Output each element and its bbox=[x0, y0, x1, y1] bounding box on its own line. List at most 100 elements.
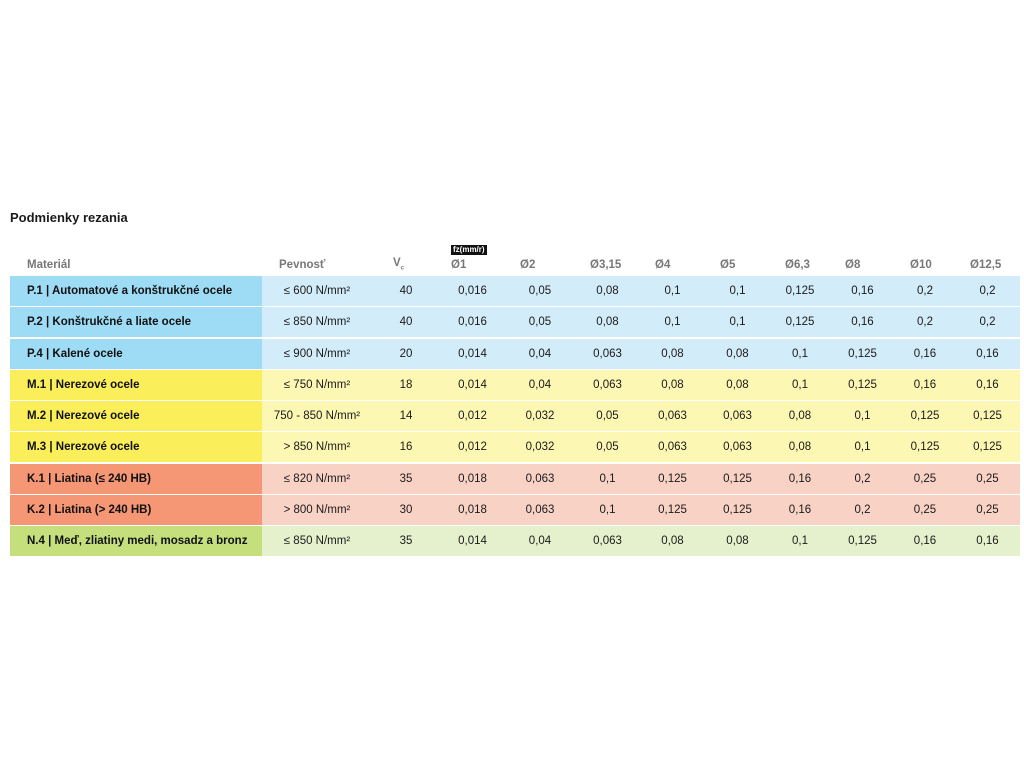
feed-value-cell: 0,16 bbox=[788, 504, 812, 517]
diameter-label: Ø2 bbox=[520, 259, 536, 271]
feed-value-cell: 0,125 bbox=[973, 441, 1002, 454]
feed-value-cell: 0,125 bbox=[973, 410, 1002, 423]
feed-value-cell: 0,2 bbox=[854, 504, 871, 517]
strength-cell: ≤ 900 N/mm² bbox=[283, 347, 351, 360]
feed-value-cell: 0,16 bbox=[851, 285, 874, 297]
feed-value-cell: 0,25 bbox=[976, 504, 999, 517]
table-row: M.1 | Nerezové ocele ≤ 750 N/mm² 18 0,014 0,… bbox=[10, 369, 1020, 400]
feed-value-cell: 0,16 bbox=[976, 347, 999, 360]
table-row: P.4 | Kalené ocele ≤ 900 N/mm² 20 0,014 0,04… bbox=[10, 338, 1020, 369]
vc-cell: 35 bbox=[399, 535, 413, 548]
vc-cell: 40 bbox=[399, 285, 413, 297]
header-diameter: Ø2 bbox=[505, 259, 575, 271]
feed-value-cell: 0,2 bbox=[917, 285, 933, 297]
feed-value-cell: 0,125 bbox=[848, 535, 877, 548]
feed-value-cell: 0,018 bbox=[458, 472, 487, 485]
table-row: P.1 | Automatové a konštrukčné ocele ≤ 60… bbox=[10, 276, 1020, 306]
material-cell: N.4 | Meď, zliatiny medi, mosadz a bronz bbox=[10, 526, 262, 557]
table-row: P.2 | Konštrukčné a liate ocele ≤ 850 N/m… bbox=[10, 307, 1020, 338]
diameter-label: Ø5 bbox=[720, 259, 736, 271]
diameter-label: Ø12,5 bbox=[970, 259, 1002, 271]
feed-value-cell: 0,05 bbox=[596, 441, 619, 454]
feed-value-cell: 0,063 bbox=[658, 410, 687, 423]
feed-value-cell: 0,04 bbox=[528, 535, 552, 548]
feed-value-cell: 0,125 bbox=[658, 472, 687, 485]
vc-cell: 40 bbox=[399, 316, 413, 329]
feed-value-cell: 0,063 bbox=[593, 535, 622, 548]
feed-value-cell: 0,05 bbox=[528, 316, 552, 329]
diameter-label: Ø10 bbox=[910, 259, 932, 271]
feed-value-cell: 0,25 bbox=[913, 504, 937, 517]
cutting-conditions-table: Materiál Pevnosť Vc fz(mm/r) Ø1 Ø2 Ø3,15 Ø4 Ø… bbox=[10, 244, 1020, 558]
feed-value-cell: 0,063 bbox=[525, 472, 555, 485]
feed-value-cell: 0,08 bbox=[596, 316, 619, 329]
strength-cell: ≤ 850 N/mm² bbox=[283, 316, 351, 329]
material-cell: M.3 | Nerezové ocele bbox=[10, 432, 262, 463]
feed-value-cell: 0,063 bbox=[723, 410, 752, 423]
diameter-label: Ø8 bbox=[845, 259, 861, 271]
feed-value-cell: 0,08 bbox=[726, 535, 749, 548]
feed-value-cell: 0,125 bbox=[848, 347, 877, 360]
feed-value-cell: 0,1 bbox=[664, 285, 681, 297]
material-cell: M.1 | Nerezové ocele bbox=[10, 369, 262, 400]
feed-value-cell: 0,2 bbox=[854, 472, 871, 485]
feed-value-cell: 0,016 bbox=[458, 285, 487, 297]
material-cell: M.2 | Nerezové ocele bbox=[10, 401, 262, 432]
feed-value-cell: 0,125 bbox=[723, 472, 752, 485]
material-cell: P.4 | Kalené ocele bbox=[10, 338, 262, 369]
table-header: Materiál Pevnosť Vc fz(mm/r) Ø1 Ø2 Ø3,15 Ø4 Ø… bbox=[10, 244, 1020, 275]
feed-value-cell: 0,018 bbox=[458, 504, 487, 517]
strength-cell: 750 - 850 N/mm² bbox=[273, 410, 361, 423]
feed-value-cell: 0,1 bbox=[599, 472, 616, 485]
feed-value-cell: 0,1 bbox=[792, 535, 808, 548]
header-vc: Vc bbox=[372, 257, 440, 271]
feed-value-cell: 0,04 bbox=[528, 347, 552, 360]
feed-value-cell: 0,16 bbox=[913, 378, 937, 391]
vc-cell: 16 bbox=[399, 441, 413, 454]
feed-value-cell: 0,08 bbox=[788, 410, 812, 423]
feed-value-cell: 0,2 bbox=[917, 316, 933, 329]
material-cell: P.1 | Automatové a konštrukčné ocele bbox=[10, 276, 262, 306]
feed-value-cell: 0,16 bbox=[976, 378, 999, 391]
header-diameter: Ø10 bbox=[895, 259, 955, 271]
feed-value-cell: 0,1 bbox=[792, 378, 808, 391]
feed-value-cell: 0,08 bbox=[661, 535, 684, 548]
feed-value-cell: 0,04 bbox=[528, 378, 552, 391]
header-strength: Pevnosť bbox=[279, 259, 326, 271]
feed-value-cell: 0,05 bbox=[528, 285, 552, 297]
feed-value-cell: 0,125 bbox=[910, 441, 940, 454]
strength-cell: > 800 N/mm² bbox=[283, 504, 351, 517]
feed-value-cell: 0,16 bbox=[913, 535, 937, 548]
feed-value-cell: 0,063 bbox=[525, 504, 555, 517]
feed-unit-badge: fz(mm/r) bbox=[451, 245, 487, 255]
feed-value-cell: 0,125 bbox=[785, 316, 815, 329]
feed-value-cell: 0,16 bbox=[851, 316, 874, 329]
diameter-label: Ø3,15 bbox=[590, 259, 622, 271]
material-cell: P.2 | Konštrukčné a liate ocele bbox=[10, 307, 262, 338]
strength-cell: > 850 N/mm² bbox=[283, 441, 351, 454]
feed-value-cell: 0,1 bbox=[854, 410, 871, 423]
feed-value-cell: 0,08 bbox=[596, 285, 619, 297]
feed-value-cell: 0,08 bbox=[661, 347, 684, 360]
header-diameter: Ø3,15 bbox=[575, 259, 640, 271]
feed-value-cell: 0,1 bbox=[664, 316, 681, 329]
material-cell: K.1 | Liatina (≤ 240 HB) bbox=[10, 463, 262, 494]
diameter-label: Ø6,3 bbox=[785, 259, 810, 271]
feed-value-cell: 0,125 bbox=[658, 504, 687, 517]
feed-value-cell: 0,125 bbox=[723, 504, 752, 517]
feed-value-cell: 0,032 bbox=[525, 410, 555, 423]
feed-value-cell: 0,1 bbox=[792, 347, 808, 360]
feed-value-cell: 0,2 bbox=[979, 316, 996, 329]
header-diameter: Ø6,3 bbox=[770, 259, 830, 271]
feed-value-cell: 0,1 bbox=[729, 285, 746, 297]
feed-value-cell: 0,014 bbox=[458, 535, 487, 548]
page-title: Podmienky rezania bbox=[10, 210, 128, 225]
vc-cell: 35 bbox=[399, 472, 413, 485]
header-diameter: fz(mm/r) Ø1 bbox=[440, 245, 505, 271]
table-row: M.3 | Nerezové ocele > 850 N/mm² 16 0,012 0,… bbox=[10, 432, 1020, 463]
feed-value-cell: 0,16 bbox=[788, 472, 812, 485]
strength-cell: ≤ 820 N/mm² bbox=[283, 472, 351, 485]
feed-value-cell: 0,16 bbox=[913, 347, 937, 360]
vc-cell: 14 bbox=[399, 410, 413, 423]
strength-cell: ≤ 750 N/mm² bbox=[283, 378, 351, 391]
